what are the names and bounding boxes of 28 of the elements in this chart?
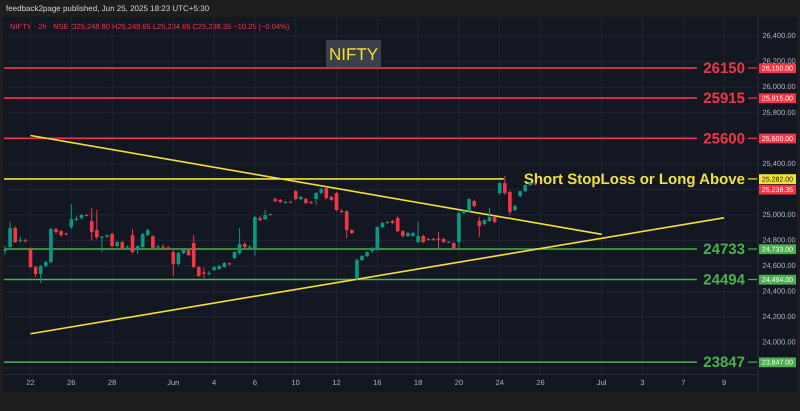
text: feedback2page published, Jun 25, 2025 18:23 UTC+5:30 (6, 4, 210, 13)
candlestick (176, 251, 180, 266)
candlestick (314, 191, 318, 206)
candlestick (38, 264, 42, 284)
candlestick (478, 216, 482, 238)
candlestick (34, 265, 38, 278)
candlestick (8, 222, 12, 250)
candlestick (294, 190, 298, 201)
ref-line-label: 26150 (703, 60, 745, 78)
candlestick (498, 181, 502, 195)
candlestick (172, 248, 176, 277)
candlestick (467, 198, 471, 213)
candlestick (151, 234, 155, 250)
candlestick (28, 246, 32, 268)
candlestick (130, 228, 134, 254)
candlestick (110, 232, 114, 248)
candlestick (100, 235, 104, 253)
candlestick (355, 258, 359, 281)
ref-line-label: 23847 (703, 354, 745, 372)
candlestick (416, 222, 420, 244)
text: NIFTY (328, 45, 378, 64)
ref-line-label: 24494 (703, 272, 746, 289)
ref-line-label: 25600 (703, 130, 745, 148)
ref-line-label: 24733 (703, 240, 745, 258)
ref-line-label: Short StopLoss or Long Above (524, 170, 745, 188)
candlestick (13, 226, 17, 244)
ref-line-label: 25915 (703, 90, 745, 108)
candlestick (263, 210, 267, 221)
